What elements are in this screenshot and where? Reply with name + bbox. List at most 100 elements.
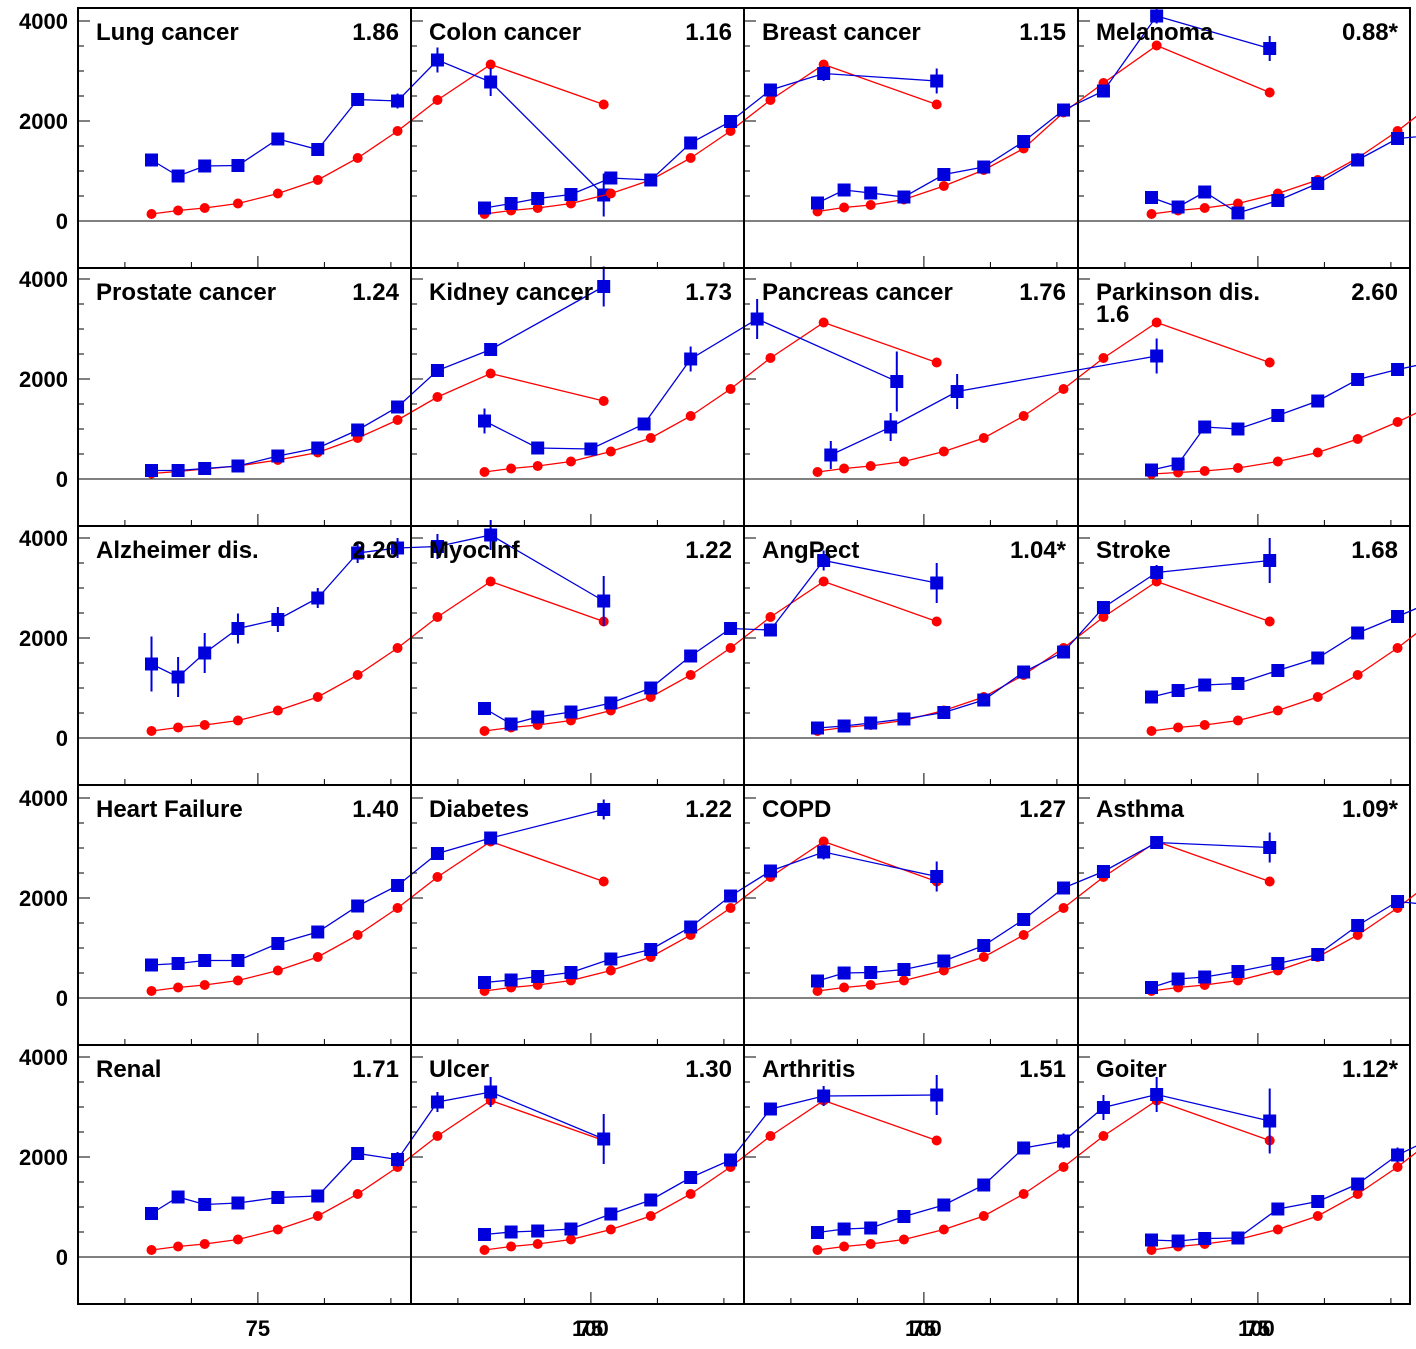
reference-series <box>1147 577 1416 737</box>
reference-series <box>813 318 1275 478</box>
data-point <box>977 161 990 174</box>
observed-line <box>831 356 1157 455</box>
data-point <box>751 313 764 326</box>
data-point <box>939 1225 949 1235</box>
data-point <box>866 200 876 210</box>
panel-ratio: 1.71 <box>352 1056 399 1083</box>
data-point <box>811 1226 824 1239</box>
data-point <box>1233 716 1243 726</box>
data-point <box>1059 384 1069 394</box>
data-point <box>897 963 910 976</box>
reference-line <box>152 65 604 215</box>
data-point <box>1017 666 1030 679</box>
data-point <box>1150 566 1163 579</box>
data-point <box>1311 177 1324 190</box>
data-point <box>1231 1232 1244 1245</box>
reference-series <box>813 577 1275 737</box>
data-point <box>866 980 876 990</box>
panel-title: Asthma <box>1096 796 1185 823</box>
data-point <box>351 900 364 913</box>
data-point <box>1057 104 1070 117</box>
data-point <box>1017 1142 1030 1155</box>
data-point <box>393 415 403 425</box>
data-point <box>1097 601 1110 614</box>
data-point <box>484 343 497 356</box>
data-point <box>271 450 284 463</box>
data-point <box>1172 684 1185 697</box>
data-point <box>1198 971 1211 984</box>
data-point <box>172 671 185 684</box>
data-point <box>817 67 830 80</box>
data-point <box>726 384 736 394</box>
data-point <box>1233 463 1243 473</box>
panel-title: Alzheimer dis. <box>96 537 259 564</box>
data-point <box>431 847 444 860</box>
data-point <box>198 160 211 173</box>
data-point <box>480 467 490 477</box>
data-point <box>932 1136 942 1146</box>
data-point <box>724 890 737 903</box>
data-point <box>939 181 949 191</box>
panel-ratio: 1.04* <box>1010 537 1067 564</box>
panel-title: Lung cancer <box>96 19 239 46</box>
data-point <box>391 1153 404 1166</box>
data-point <box>478 976 491 989</box>
x-tick-label: 75 <box>1246 1316 1270 1341</box>
data-point <box>897 713 910 726</box>
panel-title: Kidney cancer <box>429 279 593 306</box>
data-point <box>393 643 403 653</box>
data-point <box>597 1133 610 1146</box>
data-point <box>1271 409 1284 422</box>
y-tick-label: 4000 <box>19 786 68 811</box>
y-tick-label: 4000 <box>19 267 68 292</box>
data-point <box>817 846 830 859</box>
data-point <box>584 443 597 456</box>
data-point <box>566 457 576 467</box>
data-point <box>147 986 157 996</box>
data-point <box>1313 692 1323 702</box>
observed-series <box>1145 816 1416 995</box>
data-point <box>644 682 657 695</box>
data-point <box>764 624 777 637</box>
panel-frame <box>744 526 1078 785</box>
data-point <box>271 1191 284 1204</box>
data-point <box>644 174 657 187</box>
data-point <box>231 460 244 473</box>
data-point <box>1273 1225 1283 1235</box>
observed-series <box>1145 82 1416 220</box>
data-point <box>1200 466 1210 476</box>
panel-frame <box>1078 785 1410 1045</box>
data-point <box>1311 1195 1324 1208</box>
data-point <box>432 612 442 622</box>
data-point <box>1265 877 1275 887</box>
data-point <box>866 461 876 471</box>
data-point <box>884 421 897 434</box>
data-point <box>813 467 823 477</box>
data-point <box>233 199 243 209</box>
data-point <box>1198 679 1211 692</box>
data-point <box>173 1242 183 1252</box>
data-point <box>351 1147 364 1160</box>
data-point <box>1150 350 1163 363</box>
data-point <box>1019 411 1029 421</box>
observed-line <box>818 561 1270 729</box>
data-point <box>198 462 211 475</box>
data-point <box>1231 965 1244 978</box>
data-point <box>932 358 942 368</box>
data-point <box>1172 1235 1185 1248</box>
data-point <box>937 706 950 719</box>
panel-ratio: 2.60 <box>1351 279 1398 306</box>
data-point <box>1391 895 1404 908</box>
data-point <box>506 464 516 474</box>
data-point <box>684 650 697 663</box>
data-point <box>599 877 609 887</box>
observed-series <box>478 551 943 731</box>
data-point <box>313 692 323 702</box>
